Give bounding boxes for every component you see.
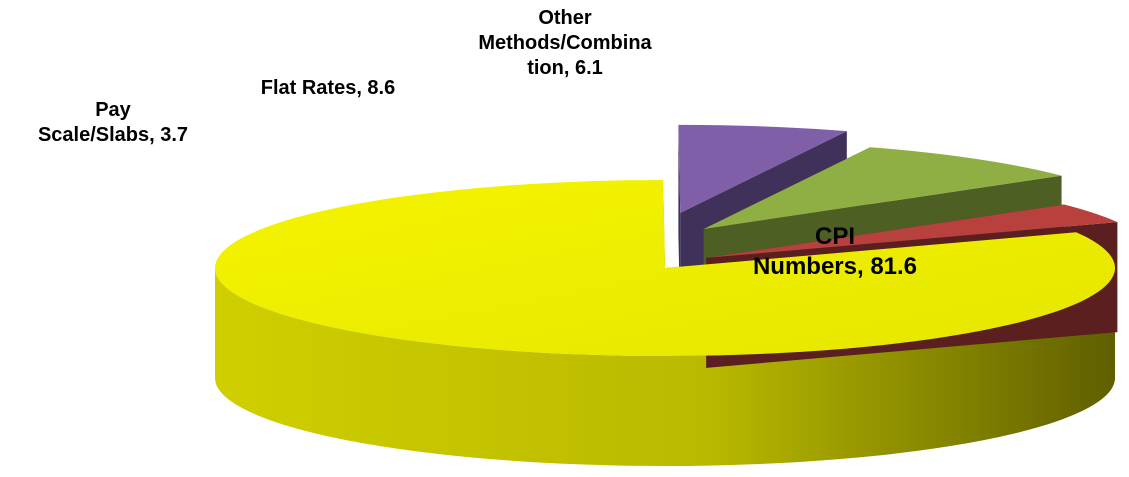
slice-cpi-numbers [215, 180, 1115, 356]
slice-pay-scale [706, 204, 1118, 258]
slice-label-line: Pay [95, 99, 131, 121]
slice-label-line: Scale/Slabs, 3.7 [37, 124, 189, 146]
slice-label-line: tion, 6.1 [527, 57, 603, 79]
slice-label-pay-scale: Pay Scale/Slabs, 3.7 [18, 98, 208, 148]
slice-tops [215, 124, 1118, 356]
slice-label-line: Numbers, 81.6 [752, 253, 918, 280]
slice-label-line: Other [538, 7, 592, 29]
slice-label-line: Methods/Combina [478, 32, 652, 54]
slice-label-flat-rates: Flat Rates, 8.6 [228, 76, 428, 101]
slice-label-line: Flat Rates, 8.6 [260, 77, 396, 99]
slice-label-cpi-numbers: CPI Numbers, 81.6 [700, 222, 970, 282]
slice-label-other-methods: Other Methods/Combina tion, 6.1 [440, 6, 690, 81]
slice-side-cpi-numbers-0 [215, 268, 1115, 466]
slice-other-methods [678, 124, 847, 213]
slice-flat-rates [703, 147, 1062, 229]
slice-label-line: CPI [814, 223, 855, 250]
